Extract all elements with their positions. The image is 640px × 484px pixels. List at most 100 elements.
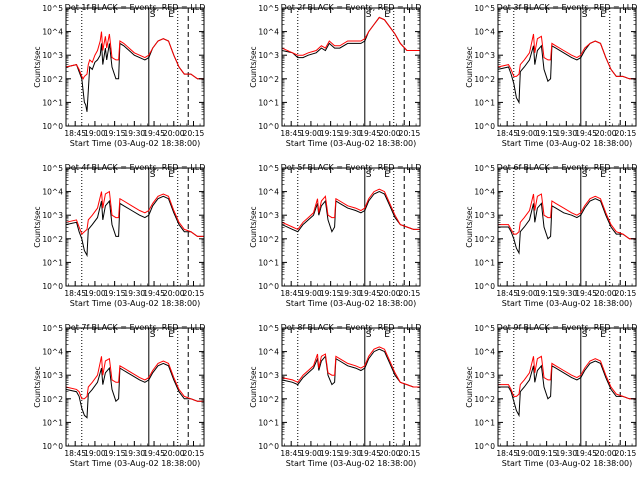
x-tick-label: 19:45 [359, 129, 381, 138]
series-line-lld [65, 190, 204, 237]
x-tick-label: 20:15 [399, 449, 421, 458]
y-tick-label: 10^0 [258, 122, 279, 131]
x-tick-label: 19:15 [320, 449, 342, 458]
marker-label: S [582, 330, 588, 340]
x-tick-label: 19:00 [84, 289, 106, 298]
x-axis-label: Start Time (03-Aug-02 18:38:00) [286, 459, 417, 468]
plot-frame [281, 7, 421, 127]
y-tick-label: 10^2 [42, 75, 63, 84]
panel-det-4f: S E 10^0 10^1 10^2 10^3 10^4 10^5 18:4519:0019:1… [33, 163, 205, 308]
panel-title: Det 3f-BLACK = Events, RED = LLD [497, 3, 638, 12]
y-tick-label: 10^5 [474, 324, 495, 333]
panel-title: Det 1f-BLACK = Events, RED = LLD [65, 3, 206, 12]
x-tick-label: 18:45 [64, 289, 86, 298]
series-line-events [65, 38, 204, 112]
x-axis-label: Start Time (03-Aug-02 18:38:00) [502, 459, 633, 468]
x-tick-label: 18:45 [64, 129, 86, 138]
y-tick-label: 10^1 [42, 98, 63, 107]
panel-det-3f: S E 10^0 10^1 10^2 10^3 10^4 10^5 18:4519:0019:1… [465, 3, 637, 148]
y-tick-label: 10^2 [42, 395, 63, 404]
series-line-events [281, 16, 420, 59]
plot-frame [497, 7, 637, 127]
marker-label: E [600, 330, 606, 340]
panel-det-5f: S E 10^0 10^1 10^2 10^3 10^4 10^5 18:4519:0019:1… [249, 163, 421, 308]
panel-title: Det 7f-BLACK = Events, RED = LLD [65, 323, 206, 332]
y-axis-label: Counts/sec [33, 206, 42, 247]
y-tick-label: 10^2 [474, 75, 495, 84]
x-tick-label: 19:45 [359, 449, 381, 458]
x-axis-label: Start Time (03-Aug-02 18:38:00) [70, 299, 201, 308]
y-tick-label: 10^3 [42, 51, 63, 60]
panel-title: Det 9f-BLACK = Events, RED = LLD [497, 323, 638, 332]
x-tick-label: 18:45 [496, 129, 518, 138]
series-line-lld [498, 193, 636, 240]
panel-det-6f: S E 10^0 10^1 10^2 10^3 10^4 10^5 18:4519:0019:1… [465, 163, 637, 308]
marker-label: S [582, 10, 588, 20]
marker-label: E [384, 170, 390, 180]
x-tick-label: 19:15 [104, 449, 126, 458]
y-axis-label: Counts/sec [249, 206, 258, 247]
y-tick-label: 10^0 [42, 282, 63, 291]
y-tick-label: 10^4 [258, 28, 279, 37]
plot-frame [281, 327, 421, 447]
panel-det-2f: S E 10^0 10^1 10^2 10^3 10^4 10^5 18:4519:0019:1… [249, 3, 421, 148]
x-tick-label: 19:00 [300, 289, 322, 298]
marker-label: E [168, 330, 174, 340]
x-tick-label: 20:00 [595, 129, 617, 138]
series-line-lld [281, 16, 420, 56]
y-tick-label: 10^2 [474, 395, 495, 404]
marker-label: S [366, 330, 372, 340]
panel-title: Det 4f-BLACK = Events, RED = LLD [65, 163, 206, 172]
panel-det-1f: S E 10^0 10^1 10^2 10^3 10^4 10^5 18:4519:0019:1… [33, 3, 205, 148]
series-line-events [281, 348, 420, 388]
x-tick-label: 19:15 [104, 129, 126, 138]
x-tick-label: 18:45 [64, 449, 86, 458]
x-tick-label: 20:15 [615, 449, 637, 458]
x-tick-label: 19:30 [340, 129, 362, 138]
marker-label: E [600, 170, 606, 180]
x-tick-label: 19:30 [124, 289, 146, 298]
y-tick-label: 10^5 [258, 164, 279, 173]
x-tick-label: 19:00 [84, 129, 106, 138]
y-tick-label: 10^5 [474, 164, 495, 173]
x-tick-label: 20:00 [379, 289, 401, 298]
x-tick-label: 19:30 [124, 449, 146, 458]
y-axis-label: Counts/sec [33, 366, 42, 407]
marker-label: E [384, 330, 390, 340]
y-tick-label: 10^5 [258, 324, 279, 333]
y-tick-label: 10^1 [474, 418, 495, 427]
x-tick-label: 19:00 [300, 129, 322, 138]
marker-label: S [150, 330, 156, 340]
y-tick-label: 10^5 [258, 4, 279, 13]
y-tick-label: 10^3 [474, 371, 495, 380]
marker-label: S [366, 170, 372, 180]
x-tick-label: 19:45 [575, 129, 597, 138]
x-axis-label: Start Time (03-Aug-02 18:38:00) [70, 459, 201, 468]
y-tick-label: 10^3 [258, 371, 279, 380]
x-tick-label: 19:45 [575, 289, 597, 298]
y-tick-label: 10^2 [42, 235, 63, 244]
series-line-lld [281, 188, 420, 231]
x-tick-label: 20:15 [183, 289, 205, 298]
x-tick-label: 18:45 [280, 449, 302, 458]
x-tick-label: 19:00 [516, 129, 538, 138]
y-tick-label: 10^1 [42, 418, 63, 427]
x-tick-label: 18:45 [496, 449, 518, 458]
x-axis-label: Start Time (03-Aug-02 18:38:00) [70, 139, 201, 148]
y-tick-label: 10^3 [42, 371, 63, 380]
y-tick-label: 10^0 [258, 282, 279, 291]
panel-title: Det 2f-BLACK = Events, RED = LLD [281, 3, 422, 12]
x-tick-label: 19:15 [104, 289, 126, 298]
y-tick-label: 10^5 [474, 4, 495, 13]
y-tick-label: 10^4 [258, 188, 279, 197]
y-tick-label: 10^1 [258, 258, 279, 267]
x-tick-label: 19:30 [556, 129, 578, 138]
series-line-events [65, 362, 204, 419]
marker-label: E [600, 10, 606, 20]
x-tick-label: 20:00 [163, 129, 185, 138]
x-tick-label: 20:00 [163, 449, 185, 458]
x-tick-label: 19:30 [124, 129, 146, 138]
y-tick-label: 10^3 [42, 211, 63, 220]
x-tick-label: 19:15 [320, 289, 342, 298]
